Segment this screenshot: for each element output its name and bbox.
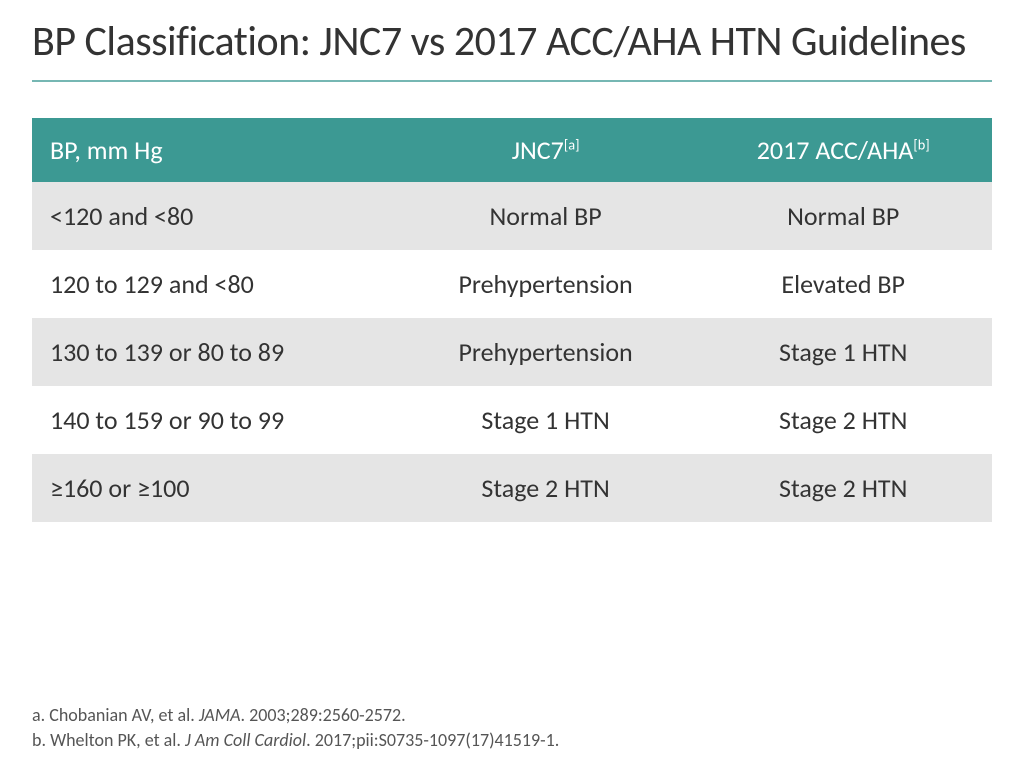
footnote-a-prefix: a. Chobanian AV, et al. [32,704,199,726]
cell-jnc7: Prehypertension [397,318,695,386]
cell-jnc7: Prehypertension [397,250,695,318]
footnote-b-prefix: b. Whelton PK, et al. [32,729,185,751]
col-header-accaha-label: 2017 ACC/AHA [757,134,914,166]
cell-jnc7: Stage 1 HTN [397,386,695,454]
table-header-row: BP, mm Hg JNC7[a] 2017 ACC/AHA[b] [32,118,992,182]
slide: BP Classification: JNC7 vs 2017 ACC/AHA … [0,0,1024,768]
table-header: BP, mm Hg JNC7[a] 2017 ACC/AHA[b] [32,118,992,182]
col-header-jnc7: JNC7[a] [397,118,695,182]
footnote-a: a. Chobanian AV, et al. JAMA. 2003;289:2… [32,703,559,727]
col-header-jnc7-label: JNC7 [512,134,564,166]
footnote-b-suffix: . 2017;pii:S0735-1097(17)41519-1. [306,729,559,751]
footnote-b-italic: J Am Coll Cardiol [185,729,306,751]
col-header-bp: BP, mm Hg [32,118,397,182]
cell-bp: ≥160 or ≥100 [32,454,397,522]
page-title: BP Classification: JNC7 vs 2017 ACC/AHA … [32,18,992,66]
cell-bp: 130 to 139 or 80 to 89 [32,318,397,386]
col-header-accaha-sup: [b] [913,136,929,154]
title-rule [32,80,992,82]
cell-acc: Stage 2 HTN [694,386,992,454]
table-body: <120 and <80 Normal BP Normal BP 120 to … [32,182,992,522]
cell-bp: 120 to 129 and <80 [32,250,397,318]
table-row: 130 to 139 or 80 to 89 Prehypertension S… [32,318,992,386]
footnote-a-suffix: . 2003;289:2560-2572. [241,704,406,726]
cell-acc: Stage 2 HTN [694,454,992,522]
col-header-jnc7-sup: [a] [564,136,580,154]
footnote-a-italic: JAMA [199,704,241,726]
cell-acc: Stage 1 HTN [694,318,992,386]
cell-acc: Normal BP [694,182,992,250]
cell-jnc7: Stage 2 HTN [397,454,695,522]
footnotes: a. Chobanian AV, et al. JAMA. 2003;289:2… [32,703,559,752]
table-row: ≥160 or ≥100 Stage 2 HTN Stage 2 HTN [32,454,992,522]
table-row: <120 and <80 Normal BP Normal BP [32,182,992,250]
col-header-bp-label: BP, mm Hg [50,134,163,166]
bp-classification-table: BP, mm Hg JNC7[a] 2017 ACC/AHA[b] <120 a… [32,118,992,522]
cell-jnc7: Normal BP [397,182,695,250]
table-row: 120 to 129 and <80 Prehypertension Eleva… [32,250,992,318]
col-header-accaha: 2017 ACC/AHA[b] [694,118,992,182]
cell-bp: <120 and <80 [32,182,397,250]
cell-bp: 140 to 159 or 90 to 99 [32,386,397,454]
cell-acc: Elevated BP [694,250,992,318]
footnote-b: b. Whelton PK, et al. J Am Coll Cardiol.… [32,728,559,752]
table-row: 140 to 159 or 90 to 99 Stage 1 HTN Stage… [32,386,992,454]
